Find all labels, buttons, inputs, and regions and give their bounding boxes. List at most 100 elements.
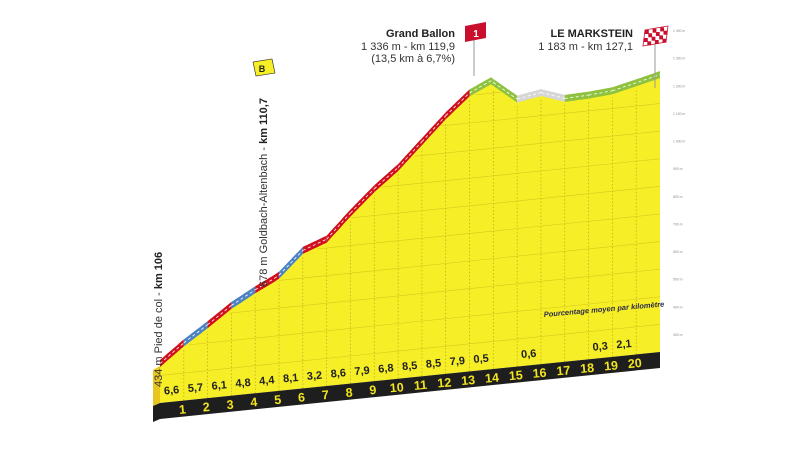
checkered-flag-square [655,32,660,36]
y-tick-label: 1 400 m [673,29,685,33]
summit-flag-number: 1 [473,29,479,40]
summit-flag [465,22,486,42]
gradient-segment-red [207,301,232,329]
km-label: 10 [389,380,404,395]
altitude-grid-line [279,241,661,281]
gradient-segment-blue [183,321,208,347]
gradient-label: 8,5 [402,360,418,373]
km-label: 8 [345,385,353,400]
gradient-segment-blue [231,286,256,309]
start-annotation-bold: km 106 [153,252,165,289]
checkered-flag-square [651,36,656,41]
gradient-label: 6,1 [211,379,227,392]
ribbon-centerline [445,92,470,117]
km-label: 7 [321,388,329,403]
profile-area [160,77,660,403]
gradient-segment-green [493,79,518,103]
km-label: 2 [202,400,210,415]
y-tick-label: 1 200 m [673,84,685,88]
ribbon-centerline [397,141,423,168]
altitude-grid-line [159,324,661,376]
finish-name: LE MARKSTEIN [551,28,634,40]
gradient-label: 4,8 [235,377,251,390]
gradient-label: 2,1 [616,338,632,351]
km-label: 3 [226,398,234,413]
km-label: 20 [627,356,642,371]
ribbon-centerline [254,274,280,291]
y-tick-label: 1 100 m [673,112,685,116]
altitude-grid-line [317,213,661,250]
gradient-label: 6,8 [378,362,394,375]
gradient-segment-green [469,77,494,97]
km-label: 1 [178,402,186,417]
bonus-annotation-bold: km 110,7 [258,98,270,144]
checkered-flag-square [663,30,668,35]
gradient-label: 5,7 [187,382,203,395]
gradient-segment-red [374,164,399,193]
summit-annotation: Grand Ballon 1 336 m - km 119,9 (13,5 km… [361,22,486,76]
y-tick-label: 1 300 m [673,57,685,61]
gradient-label: 8,1 [283,372,299,385]
ribbon-centerline [231,289,256,306]
checkered-flag-square [645,30,649,34]
checkered-flag-square [662,38,667,43]
km-labels: 1 2 3 4 5 6 7 8 9 10 11 12 13 14 15 16 17 18 19 20 [178,356,642,417]
km-label: 15 [508,368,523,383]
km-label: 19 [603,358,618,373]
checkered-flag-square [644,38,648,42]
ribbon-centerline [469,80,494,94]
gradient-labels: 6,6 5,7 6,1 4,8 4,4 8,1 3,2 8,6 7,9 6,8 8,5 8,5 7,9 0… [164,338,633,397]
gradient-label: 3,2 [306,370,322,383]
gradient-label: 4,4 [259,374,276,387]
profile-body [153,77,660,406]
altitude-grid-line [188,296,661,346]
km-label: 6 [297,390,305,405]
km-base-band [153,352,660,422]
ribbon-centerline [493,82,518,100]
ribbon-centerline [421,115,446,142]
altitude-grid-line [414,130,661,157]
altitude-grid-line [476,91,501,95]
summit-line2: (13,5 km à 6,7%) [371,53,455,65]
gradient-label: 8,6 [330,367,346,380]
finish-annotation: LE MARKSTEIN 1 183 m - km 127,1 [538,25,669,88]
bonus-badge: B [252,58,276,77]
ribbon-centerline [278,250,304,276]
start-annotation: 434 m Pied de col - km 106 [153,252,165,387]
km-label: 4 [250,395,258,410]
km-label: 11 [413,378,427,393]
y-tick-label: 800 m [673,195,683,199]
altitude-grid-line [440,103,661,127]
y-tick-label: 700 m [673,222,683,226]
checkered-flag-square [647,41,652,46]
summit-name: Grand Ballon [386,28,455,40]
y-tick-label: 900 m [673,167,683,171]
gradient-label: 0,6 [521,348,537,361]
bonus-annotation: 678 m Goldbach-Altenbach - km 110,7 [258,98,270,287]
bonus-badge-text: B [259,64,266,74]
gradient-label: 8,5 [425,357,441,370]
ribbon-centerline [326,212,351,240]
km-grid [159,88,661,401]
altitude-grid-line [229,268,661,314]
bonus-annotation-light: 678 m Goldbach-Altenbach - [258,144,270,287]
km-label: 12 [437,375,452,390]
km-label: 13 [461,373,476,388]
checkered-flag-square [652,28,657,33]
y-tick-label: 400 m [673,305,683,309]
finish-checkered-flag [642,25,669,47]
ribbon-centerline [612,74,661,92]
km-label: 16 [532,366,547,381]
y-axis: 1 400 m 1 300 m 1 200 m 1 100 m 1 000 m 900 m… [673,29,685,337]
profile-left-face [153,366,160,406]
km-label: 14 [484,371,499,386]
gradient-label: 0,5 [473,353,489,366]
y-tick-label: 300 m [673,333,683,337]
gradient-segment-red [160,339,184,367]
km-label: 18 [580,361,595,376]
finish-line1: 1 183 m - km 127,1 [538,41,633,53]
gradient-label: 7,9 [354,365,370,378]
summit-line1: 1 336 m - km 119,9 [361,41,455,53]
